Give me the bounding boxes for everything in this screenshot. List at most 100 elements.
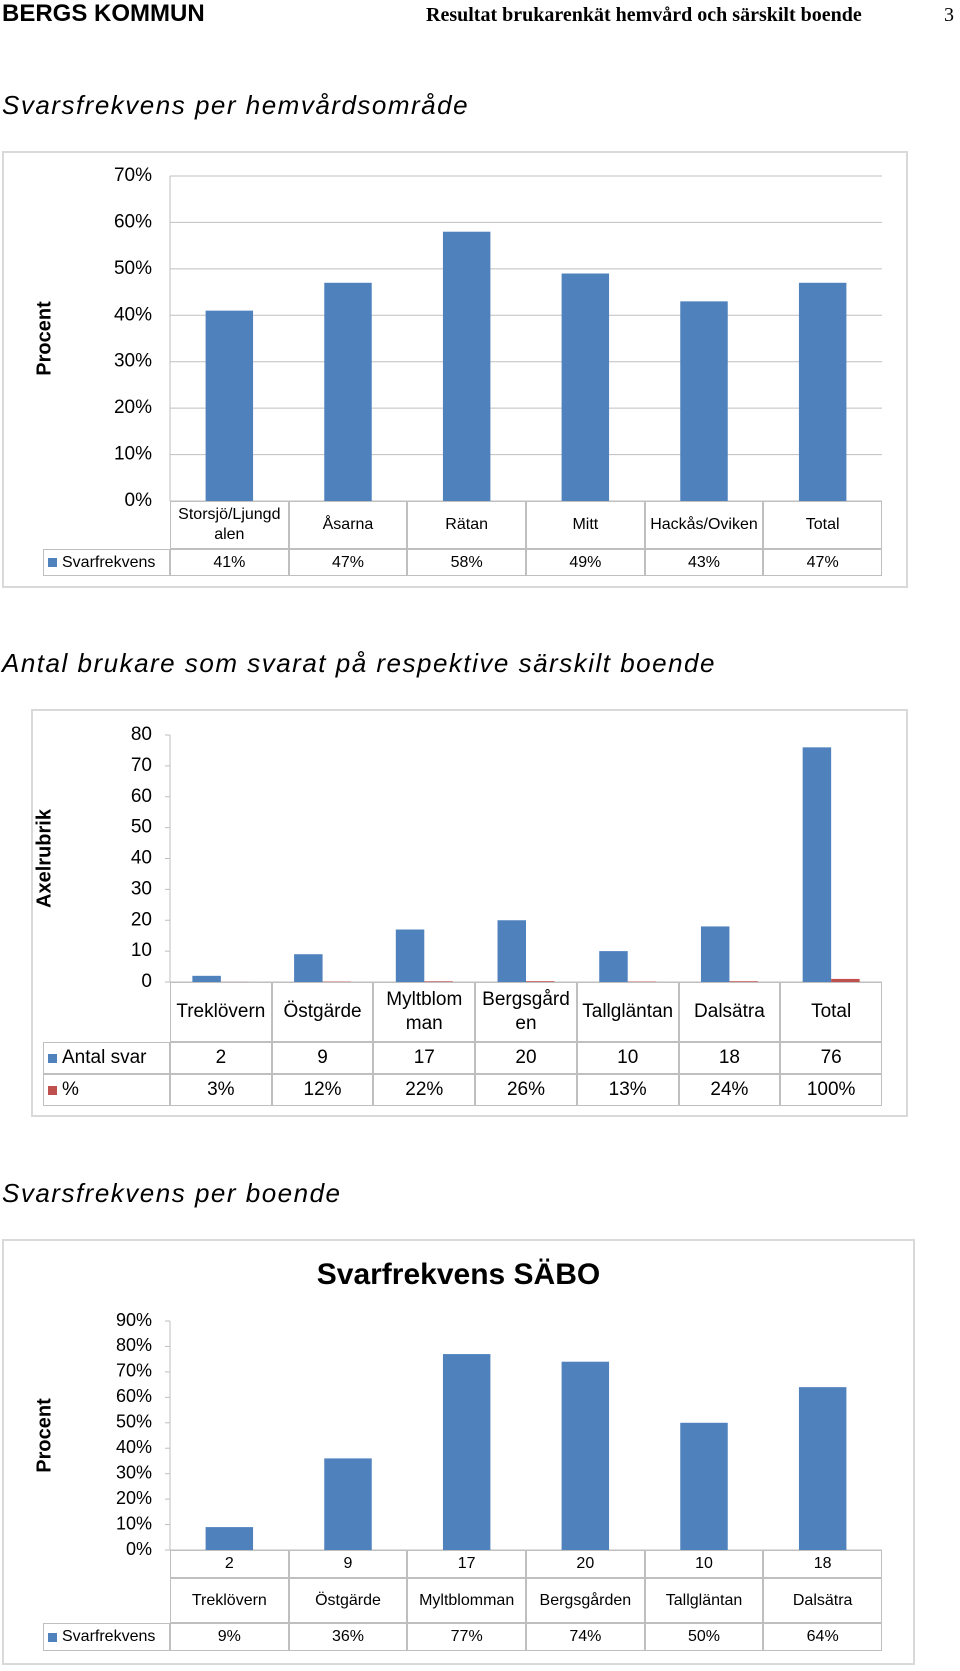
y-tick-label: 40%: [114, 304, 152, 325]
category-label: Östgärde: [288, 1578, 408, 1623]
data-value: 76: [780, 1042, 882, 1074]
category-count: 9: [288, 1550, 408, 1578]
data-value: 18: [678, 1042, 781, 1074]
y-tick-label: 40%: [116, 1437, 152, 1457]
legend-entry: Svarfrekvens: [43, 549, 170, 576]
y-tick-label: 20%: [116, 1488, 152, 1508]
organization: BERGS KOMMUN: [2, 0, 205, 27]
data-value: 64%: [763, 1623, 882, 1651]
y-tick-label: 70%: [114, 165, 152, 186]
chart-title: Svarfrekvens SÄBO: [317, 1258, 600, 1291]
category-count: 18: [763, 1550, 882, 1578]
data-value: 47%: [763, 549, 882, 576]
data-value: 10: [576, 1042, 679, 1074]
bar: [680, 1422, 728, 1550]
category-label: Bergsgården: [475, 982, 577, 1042]
section-heading: Svarsfrekvens per boende: [2, 1178, 342, 1208]
data-value: 22%: [373, 1074, 476, 1106]
bar: [205, 1527, 254, 1550]
bar: [526, 981, 555, 982]
data-value: 47%: [288, 549, 408, 576]
category-label: Tallgläntan: [644, 1578, 764, 1623]
bar: [561, 1361, 610, 1550]
legend-label: Svarfrekvens: [62, 1628, 156, 1645]
y-tick-label: 0%: [125, 490, 153, 511]
y-tick-label: 60%: [114, 211, 152, 232]
y-tick-label: 0%: [126, 1539, 152, 1559]
data-value: 26%: [475, 1074, 577, 1106]
bar: [442, 231, 491, 501]
category-label: Rätan: [407, 501, 526, 549]
bar: [798, 1387, 847, 1550]
category-count: 2: [170, 1550, 289, 1578]
category-count: 20: [526, 1550, 645, 1578]
bar: [798, 282, 847, 501]
y-tick-label: 40: [131, 848, 152, 869]
category-label: Östgärde: [271, 982, 374, 1042]
y-tick-label: 60%: [116, 1386, 152, 1406]
category-label: Åsarna: [288, 501, 408, 549]
y-tick-label: 10%: [114, 444, 152, 465]
category-label: Treklövern: [170, 1578, 289, 1623]
data-value: 12%: [271, 1074, 374, 1106]
legend-entry: %: [43, 1074, 170, 1106]
bar: [424, 981, 453, 982]
y-tick-label: 10%: [116, 1513, 152, 1533]
category-label: Myltblomman: [373, 982, 476, 1042]
y-tick-label: 10: [131, 940, 152, 961]
data-value: 2: [170, 1042, 272, 1074]
category-count: 17: [407, 1550, 526, 1578]
bar: [700, 926, 730, 982]
page-number: 3: [944, 4, 954, 26]
data-value: 36%: [288, 1623, 408, 1651]
legend-swatch: [48, 1085, 57, 1095]
bar: [802, 747, 832, 982]
y-tick-label: 60: [131, 786, 152, 807]
y-axis-label: Procent: [33, 1398, 55, 1473]
data-value: 17: [373, 1042, 476, 1074]
legend-label: %: [62, 1079, 79, 1101]
legend-entry: Svarfrekvens: [43, 1623, 170, 1651]
data-value: 58%: [407, 549, 526, 576]
y-tick-label: 50%: [116, 1412, 152, 1432]
category-label: Bergsgården: [526, 1578, 645, 1623]
y-axis-label: Axelrubrik: [33, 808, 55, 908]
y-tick-label: 0: [141, 971, 152, 992]
bar: [497, 920, 526, 982]
bar: [324, 282, 372, 501]
bar: [395, 929, 425, 982]
y-tick-label: 90%: [116, 1310, 152, 1330]
document-title: Resultat brukarenkät hemvård och särskil…: [426, 4, 862, 26]
bar: [599, 951, 628, 982]
y-tick-label: 20: [131, 909, 152, 930]
bar: [294, 954, 323, 982]
y-tick-label: 80%: [116, 1335, 152, 1355]
category-label: Tallgläntan: [576, 982, 679, 1042]
category-label: Mitt: [526, 501, 645, 549]
data-value: 74%: [526, 1623, 645, 1651]
category-label: Total: [763, 501, 882, 549]
bar: [205, 310, 254, 501]
data-value: 9: [271, 1042, 374, 1074]
y-tick-label: 30%: [114, 351, 152, 372]
data-value: 50%: [644, 1623, 764, 1651]
data-value: 100%: [780, 1074, 882, 1106]
data-value: 20: [475, 1042, 577, 1074]
category-label: Myltblomman: [407, 1578, 526, 1623]
category-label: Dalsätra: [678, 982, 781, 1042]
data-value: 41%: [170, 549, 289, 576]
y-tick-label: 70: [131, 755, 152, 776]
legend-label: Antal svar: [62, 1047, 147, 1069]
bar: [831, 978, 860, 982]
y-axis-label: Procent: [33, 301, 55, 376]
category-label: Treklövern: [170, 982, 272, 1042]
bar: [442, 1354, 491, 1550]
legend-label: Svarfrekvens: [62, 553, 156, 571]
y-tick-label: 30: [131, 878, 152, 899]
section-heading: Antal brukare som svarat på respektive s…: [2, 648, 716, 678]
data-value: 13%: [576, 1074, 679, 1106]
bar: [324, 1458, 372, 1550]
legend-swatch: [48, 1053, 57, 1063]
y-tick-label: 20%: [114, 397, 152, 418]
